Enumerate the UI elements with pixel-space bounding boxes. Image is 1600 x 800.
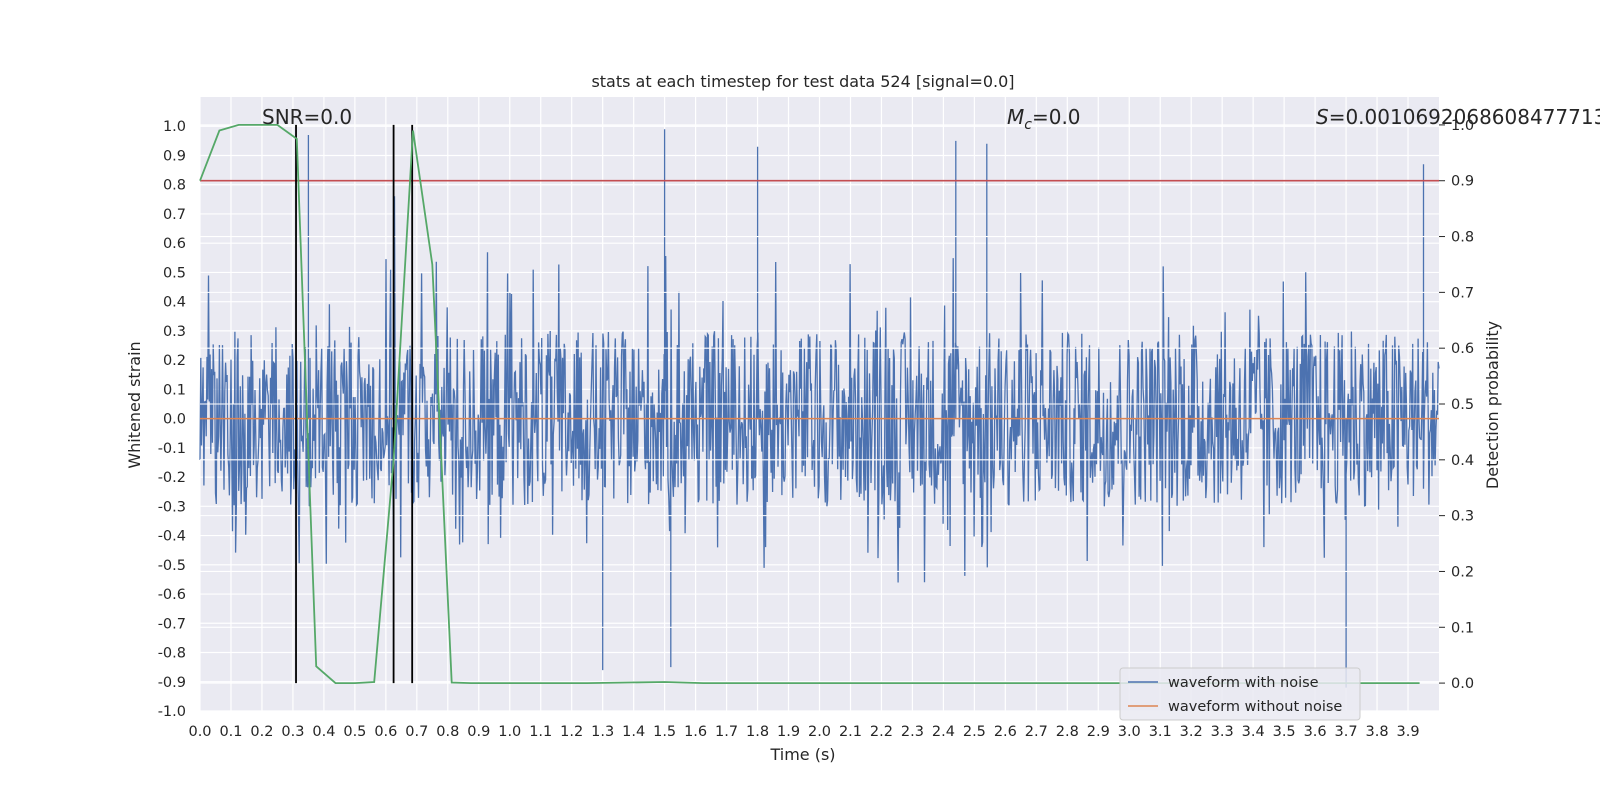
x-tick-label: 0.0	[188, 724, 211, 740]
x-tick-label: 2.5	[963, 724, 986, 740]
x-tick-label: 0.5	[343, 724, 366, 740]
mc-symbol: M	[1007, 105, 1024, 129]
x-tick-label: 2.1	[839, 724, 862, 740]
x-tick-label: 3.5	[1273, 724, 1296, 740]
x-tick-label: 1.5	[653, 724, 676, 740]
y-right-tick-label: 0.0	[1451, 676, 1474, 692]
y-right-tick-label: 1.0	[1451, 118, 1474, 134]
y-right-tick-label: 0.8	[1451, 230, 1474, 246]
y-tick-label: 0.6	[163, 236, 186, 252]
y-right-tick-label: 0.4	[1451, 453, 1474, 469]
y-tick-label: -0.2	[158, 470, 186, 486]
x-tick-label: 3.2	[1180, 724, 1203, 740]
y-tick-label: -0.1	[158, 441, 186, 457]
x-tick-label: 1.7	[715, 724, 738, 740]
y-right-tick-label: 0.2	[1451, 564, 1474, 580]
y-tick-label: -0.6	[158, 587, 186, 603]
x-tick-label: 1.4	[622, 724, 645, 740]
legend-label-clean: waveform without noise	[1168, 699, 1342, 715]
x-tick-label: 2.8	[1056, 724, 1079, 740]
x-tick-label: 3.7	[1335, 724, 1358, 740]
y-right-tick-label: 0.5	[1451, 397, 1474, 413]
x-tick-label: 2.0	[808, 724, 831, 740]
x-axis-label: Time (s)	[769, 745, 835, 764]
y-axis-label: Whitened strain	[125, 341, 144, 468]
y-right-tick-label: 0.9	[1451, 174, 1474, 190]
y-tick-label: 0.3	[163, 324, 186, 340]
y-right-tick-label: 0.3	[1451, 509, 1474, 525]
x-tick-label: 1.6	[684, 724, 707, 740]
x-tick-label: 2.3	[901, 724, 924, 740]
y-tick-label: -0.9	[158, 675, 186, 691]
s-symbol: S	[1316, 105, 1329, 129]
mc-value: =0.0	[1032, 105, 1081, 129]
x-tick-label: 2.6	[994, 724, 1017, 740]
x-tick-label: 2.4	[932, 724, 955, 740]
chart-title: stats at each timestep for test data 524…	[591, 72, 1014, 91]
y-tick-label: 0.9	[163, 148, 186, 164]
s-annotation: S=0.0010692068608477713	[1316, 105, 1600, 129]
series-waveform-with-noise	[199, 129, 1440, 688]
x-tick-label: 0.3	[281, 724, 304, 740]
y-tick-label: 0.4	[163, 295, 186, 311]
x-tick-label: 3.9	[1396, 724, 1419, 740]
x-tick-label: 1.1	[529, 724, 552, 740]
tick-labels: 0.0 0.1 0.2 0.3 0.4 0.5 0.6 0.7 0.8 0.9 1.0 1.1 1.2 1…	[158, 118, 1474, 740]
waveform-with-noise-line	[199, 129, 1440, 688]
y-tick-label: 0.2	[163, 353, 186, 369]
x-tick-label: 0.6	[374, 724, 397, 740]
x-tick-label: 1.3	[591, 724, 614, 740]
x-tick-label: 2.2	[870, 724, 893, 740]
y-tick-label: -0.5	[158, 558, 186, 574]
y-right-axis-label: Detection probability	[1483, 321, 1502, 489]
x-tick-label: 2.9	[1087, 724, 1110, 740]
y-tick-label: -0.8	[158, 646, 186, 662]
y-right-tick-label: 0.6	[1451, 341, 1474, 357]
x-tick-label: 1.8	[746, 724, 769, 740]
y-tick-label: 0.1	[163, 382, 186, 398]
y-tick-label: 0.7	[163, 207, 186, 223]
y-tick-label: -1.0	[158, 704, 186, 720]
x-tick-label: 0.8	[436, 724, 459, 740]
x-tick-label: 0.4	[312, 724, 335, 740]
x-tick-label: 1.0	[498, 724, 521, 740]
snr-annotation: SNR=0.0	[262, 105, 352, 129]
x-tick-label: 0.7	[405, 724, 428, 740]
x-tick-label: 3.3	[1211, 724, 1234, 740]
x-tick-label: 3.4	[1242, 724, 1265, 740]
mc-subscript: c	[1024, 117, 1032, 133]
x-tick-label: 3.0	[1118, 724, 1141, 740]
detection-probability-line	[199, 124, 1420, 684]
y-right-tick-label: 0.1	[1451, 620, 1474, 636]
x-tick-label: 3.6	[1304, 724, 1327, 740]
x-tick-label: 0.1	[219, 724, 242, 740]
chirp-mass-annotation: Mc=0.0	[1007, 105, 1081, 133]
x-tick-label: 1.9	[777, 724, 800, 740]
y-tick-label: -0.4	[158, 529, 186, 545]
overlay-lines	[199, 124, 1439, 684]
y-tick-label: 1.0	[163, 119, 186, 135]
x-tick-label: 3.1	[1149, 724, 1172, 740]
legend-box	[1119, 667, 1361, 721]
y-tick-label: 0.8	[163, 178, 186, 194]
x-tick-label: 1.2	[560, 724, 583, 740]
y-tick-label: 0.5	[163, 265, 186, 281]
x-tick-label: 3.8	[1366, 724, 1389, 740]
y-right-tick-label: 0.7	[1451, 285, 1474, 301]
x-tick-label: 0.9	[467, 724, 490, 740]
s-value: =0.0010692068608477713	[1329, 105, 1600, 129]
y-tick-label: 0.0	[163, 412, 186, 428]
y-tick-label: -0.7	[158, 616, 186, 632]
legend-label-noise: waveform with noise	[1168, 675, 1319, 691]
legend: waveform with noise waveform without noi…	[1119, 667, 1361, 721]
y-tick-label: -0.3	[158, 499, 186, 515]
x-tick-label: 0.2	[250, 724, 273, 740]
x-tick-label: 2.7	[1025, 724, 1048, 740]
